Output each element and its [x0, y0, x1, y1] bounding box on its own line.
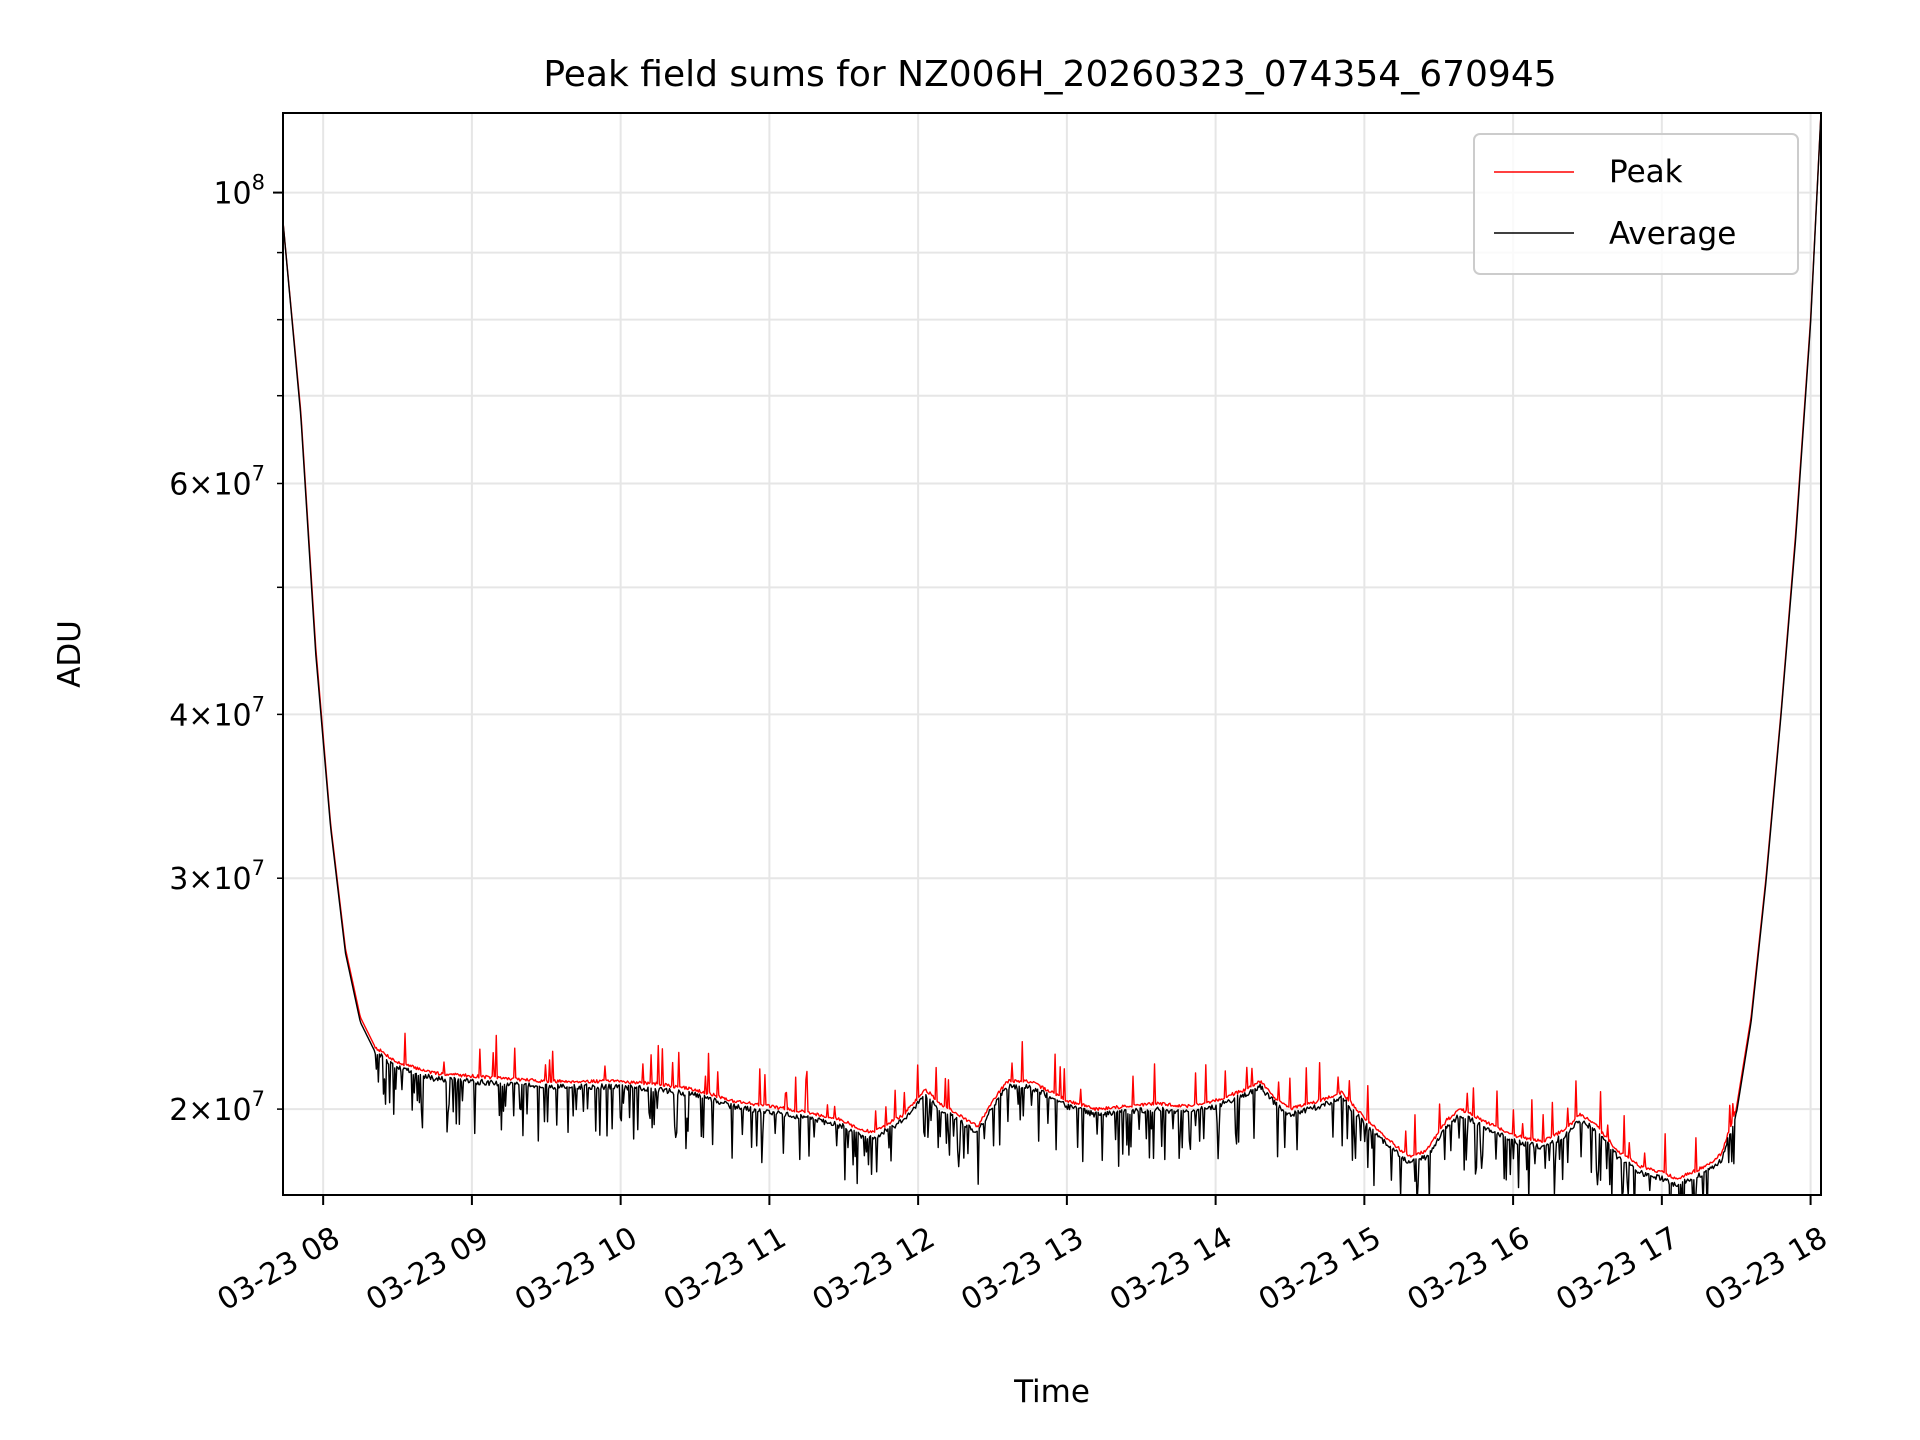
x-axis-label: Time	[1013, 1374, 1090, 1410]
series-line-average	[283, 113, 1821, 1195]
legend-average-label: Average	[1609, 216, 1736, 252]
y-axis: 108 2×107 3×107 4×107 6×107	[169, 171, 283, 1128]
chart-title: Peak field sums for NZ006H_20260323_0743…	[543, 54, 1556, 95]
series-line-peak	[283, 113, 1821, 1180]
y-tick-label: 2×107	[169, 1087, 265, 1128]
legend: Peak Average	[1473, 133, 1799, 275]
y-tick-label: 108	[213, 171, 265, 212]
y-tick-label: 6×107	[169, 461, 265, 502]
y-axis-label: ADU	[52, 620, 88, 688]
legend-peak-label: Peak	[1609, 154, 1683, 190]
y-tick-label: 3×107	[169, 856, 265, 897]
y-tick-label: 4×107	[169, 692, 265, 733]
plot-frame	[282, 112, 1822, 1196]
legend-box	[1473, 133, 1799, 275]
series-layer	[283, 113, 1821, 1195]
